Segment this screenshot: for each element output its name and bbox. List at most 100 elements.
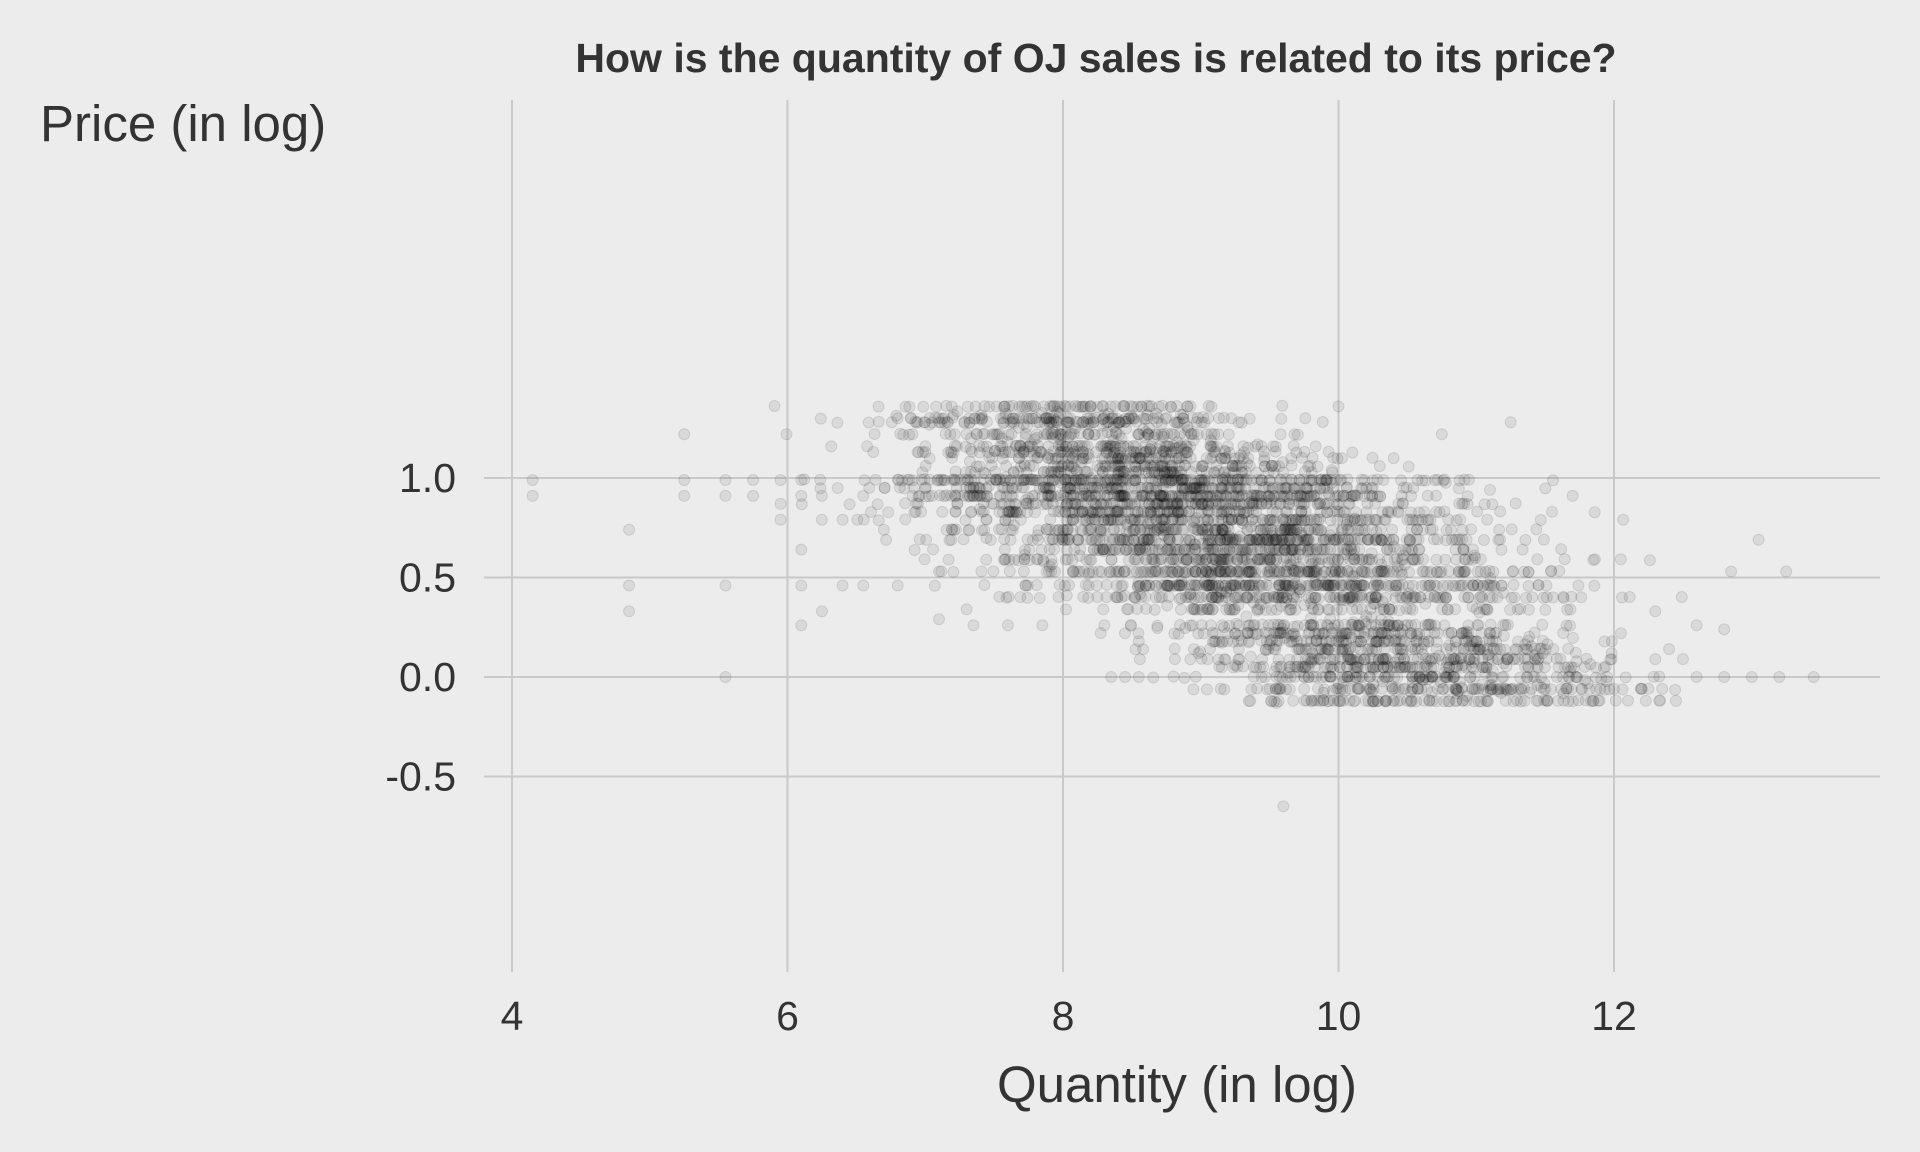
data-point	[1054, 446, 1067, 459]
data-point	[997, 412, 1010, 425]
data-point	[1143, 446, 1156, 458]
data-point	[1208, 428, 1221, 441]
data-point	[1145, 440, 1158, 453]
data-point	[1440, 656, 1453, 669]
data-point	[1344, 515, 1357, 528]
data-point	[1231, 498, 1244, 511]
data-point	[1341, 473, 1354, 486]
data-point	[1218, 621, 1231, 634]
data-point	[899, 400, 912, 413]
data-point	[1502, 618, 1514, 631]
data-point	[1193, 481, 1206, 494]
data-point	[1168, 653, 1181, 666]
data-point	[795, 543, 808, 556]
data-point	[996, 440, 1009, 453]
data-point	[1104, 400, 1117, 413]
data-point	[1458, 591, 1471, 603]
data-point	[1062, 474, 1075, 487]
data-point	[1353, 620, 1366, 633]
data-point	[1495, 543, 1508, 556]
data-point	[1230, 617, 1243, 630]
data-point	[1163, 440, 1176, 453]
data-point	[1195, 464, 1208, 477]
data-point	[1180, 553, 1193, 566]
data-point	[1065, 460, 1078, 473]
data-point	[1324, 529, 1337, 542]
data-point	[1016, 400, 1028, 413]
data-point	[1043, 560, 1056, 573]
data-point	[1094, 525, 1107, 538]
data-point	[1197, 459, 1210, 472]
data-point	[1168, 466, 1181, 479]
data-point	[1132, 635, 1145, 648]
x-axis-title: Quantity (in log)	[997, 1056, 1357, 1113]
data-point	[1089, 428, 1102, 441]
data-point	[1617, 513, 1630, 526]
data-point	[1091, 400, 1104, 413]
data-point	[1462, 473, 1475, 486]
data-point	[1269, 682, 1282, 695]
data-point	[719, 474, 732, 486]
data-point	[977, 473, 990, 486]
data-point	[1232, 459, 1245, 472]
data-point	[978, 579, 991, 591]
data-point	[1059, 553, 1072, 566]
data-point	[1486, 591, 1499, 604]
data-point	[1115, 465, 1128, 478]
data-point	[1181, 400, 1194, 413]
data-point	[1285, 459, 1298, 472]
data-point	[1075, 473, 1088, 486]
data-point	[1388, 540, 1400, 553]
data-point	[1007, 465, 1020, 478]
data-point	[1341, 649, 1354, 662]
data-point	[1270, 696, 1283, 709]
data-point	[1320, 474, 1333, 487]
data-point	[1111, 504, 1124, 517]
data-point	[1393, 604, 1406, 617]
data-point	[1255, 474, 1268, 487]
data-point	[1163, 556, 1176, 569]
data-point	[1159, 451, 1172, 464]
data-point	[1477, 534, 1490, 546]
data-point	[1054, 428, 1067, 441]
data-point	[1156, 399, 1169, 412]
data-point	[1166, 459, 1179, 472]
data-point	[1083, 412, 1096, 425]
data-point	[1303, 626, 1316, 639]
data-point	[1174, 465, 1187, 478]
data-point	[1205, 452, 1217, 465]
data-point	[1066, 451, 1079, 464]
x-tick-label: 4	[501, 993, 524, 1039]
data-point	[1207, 440, 1220, 453]
data-point	[1154, 440, 1166, 452]
data-point	[1085, 472, 1098, 485]
data-point	[1163, 490, 1176, 503]
data-point	[1497, 586, 1510, 599]
data-point	[1177, 412, 1190, 425]
data-point	[1202, 412, 1215, 425]
data-point	[1181, 400, 1194, 413]
data-point	[1154, 460, 1167, 473]
data-point	[1118, 400, 1131, 413]
data-point	[1088, 428, 1101, 441]
data-point	[1081, 440, 1094, 453]
data-point	[1367, 663, 1380, 676]
data-point	[1044, 513, 1057, 526]
data-point	[1370, 575, 1382, 587]
data-point	[1200, 428, 1213, 441]
data-point	[1676, 653, 1689, 666]
data-point	[1258, 460, 1271, 473]
data-point	[1419, 628, 1432, 640]
data-point	[1049, 465, 1062, 478]
data-point	[1129, 460, 1142, 473]
data-point	[1175, 473, 1188, 486]
data-point	[1215, 661, 1228, 674]
data-point	[978, 427, 991, 440]
data-point	[1101, 440, 1114, 452]
data-point	[1022, 491, 1035, 504]
data-point	[1043, 416, 1056, 429]
data-point	[1419, 474, 1432, 487]
data-point	[1047, 460, 1060, 473]
data-point	[1539, 603, 1552, 616]
